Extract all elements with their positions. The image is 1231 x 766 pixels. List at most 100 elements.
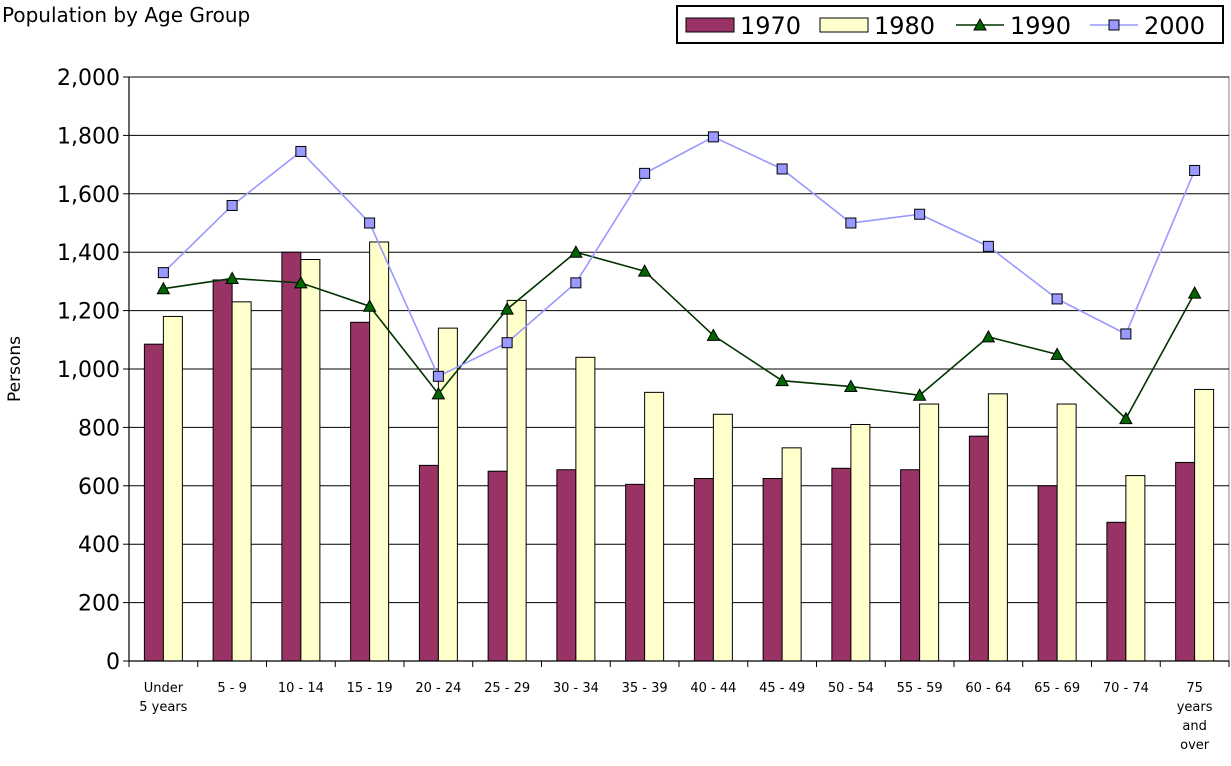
x-tick-label: 25 - 29 — [484, 681, 530, 696]
x-tick-label: 20 - 24 — [415, 681, 461, 696]
point-2000 — [982, 240, 994, 252]
x-tick-label: 40 - 44 — [690, 681, 736, 696]
bar-1980 — [781, 447, 802, 662]
point-2000 — [364, 217, 376, 229]
x-tick-label: Under 5 years — [139, 681, 187, 715]
x-tick-label: 45 - 49 — [759, 681, 805, 696]
y-axis-title: Persons — [5, 336, 25, 402]
chart-title: Population by Age Group — [2, 3, 251, 27]
bar-1980 — [712, 413, 733, 662]
x-tick-label: 65 - 69 — [1034, 681, 1080, 696]
point-1990 — [431, 386, 446, 400]
point-1990 — [706, 328, 721, 341]
y-axis-title-group: Persons — [5, 336, 25, 402]
x-tick-label: 30 - 34 — [553, 681, 599, 696]
y-tick-label: 1,200 — [57, 300, 120, 325]
point-1990 — [844, 379, 858, 393]
bar-1970 — [1106, 521, 1127, 662]
legend-swatch-1980 — [819, 17, 869, 33]
point-1990 — [1119, 411, 1133, 425]
point-2000 — [1189, 164, 1201, 176]
bar-1980 — [644, 391, 665, 662]
bar-1980 — [919, 403, 940, 662]
legend-marker-2000 — [1108, 19, 1120, 31]
point-1990 — [294, 275, 308, 289]
y-tick-label: 400 — [78, 533, 120, 558]
bar-1970 — [625, 483, 646, 662]
bar-1970 — [900, 469, 921, 662]
axes: 0 200 400 600 800 1,000 1,200 1,400 1,600 1,800 2,… — [57, 66, 1230, 753]
bar-1970 — [762, 478, 783, 662]
point-2000 — [157, 267, 169, 279]
bar-1970 — [281, 251, 302, 662]
point-2000 — [1120, 328, 1132, 340]
bar-1970 — [350, 321, 371, 662]
legend-label-1970: 1970 — [740, 12, 801, 40]
point-2000 — [639, 167, 651, 179]
point-1990 — [156, 281, 171, 295]
line-2000 — [162, 135, 1196, 378]
point-1990 — [225, 271, 239, 284]
point-1990 — [569, 245, 583, 258]
y-tick-label: 1,800 — [57, 124, 120, 149]
y-tick-label: 2,000 — [57, 66, 120, 91]
point-1990 — [1050, 347, 1064, 360]
point-1990 — [912, 388, 927, 401]
x-tick-label: 60 - 64 — [965, 681, 1011, 696]
y-tick-label: 1,000 — [57, 358, 120, 383]
point-1990 — [981, 329, 996, 343]
x-tick-label: 50 - 54 — [828, 681, 874, 696]
point-2000 — [295, 145, 307, 157]
y-tick-label: 800 — [78, 416, 120, 441]
point-2000 — [914, 208, 926, 220]
bar-1980 — [300, 259, 321, 662]
point-2000 — [432, 370, 444, 382]
bar-1980 — [506, 299, 527, 662]
x-tick-label: 55 - 59 — [897, 681, 943, 696]
point-1990 — [775, 373, 789, 387]
bar-1970 — [212, 279, 233, 662]
y-tick-label: 0 — [106, 650, 120, 675]
legend-label-2000: 2000 — [1144, 12, 1205, 40]
bar-1970 — [487, 470, 508, 662]
y-tick-label: 1,600 — [57, 183, 120, 208]
point-2000 — [776, 163, 788, 175]
line-1990 — [163, 251, 1196, 420]
bar-1980 — [1125, 475, 1146, 662]
legend-label-1980: 1980 — [874, 12, 935, 40]
y-tick-label: 1,400 — [57, 241, 120, 266]
x-tick-label: 15 - 19 — [347, 681, 393, 696]
point-1990 — [1187, 286, 1202, 299]
x-tick-label: 5 - 9 — [217, 681, 247, 696]
x-tick-label: 35 - 39 — [622, 681, 668, 696]
bar-1980 — [575, 356, 596, 662]
bar-1980 — [1194, 388, 1215, 662]
bar-1970 — [693, 478, 714, 662]
bar-1970 — [418, 464, 439, 662]
point-2000 — [226, 199, 238, 211]
bar-1970 — [1175, 461, 1196, 662]
point-1990 — [500, 302, 514, 315]
point-2000 — [501, 337, 513, 349]
bar-1970 — [1037, 485, 1058, 662]
series-lines — [156, 131, 1202, 425]
bar-1980 — [162, 315, 183, 662]
legend-swatch-1970 — [685, 17, 735, 33]
legend-label-1990: 1990 — [1010, 12, 1071, 40]
point-2000 — [1051, 293, 1063, 305]
bar-1970 — [831, 467, 852, 662]
legend: 1970 1980 1990 2000 — [676, 5, 1224, 44]
bar-1980 — [1056, 403, 1077, 662]
legend-marker-1990 — [973, 17, 987, 31]
point-1990 — [362, 299, 377, 312]
point-2000 — [570, 277, 582, 289]
bar-1970 — [968, 435, 989, 662]
point-1990 — [637, 264, 652, 277]
y-tick-label: 600 — [78, 475, 120, 500]
bar-1980 — [987, 393, 1008, 662]
bar-1970 — [556, 469, 577, 662]
x-tick-label: 70 - 74 — [1103, 681, 1149, 696]
bar-1970 — [143, 343, 164, 662]
bar-1980 — [231, 301, 252, 662]
